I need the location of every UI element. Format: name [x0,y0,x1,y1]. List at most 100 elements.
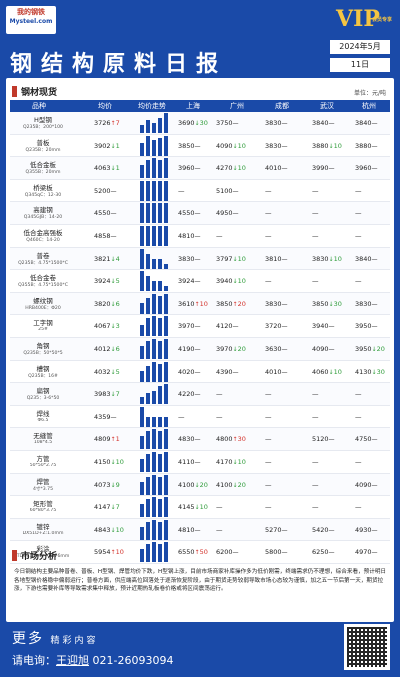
price-value: 5200 [94,186,111,195]
red-bar-icon [12,549,17,561]
arrow-down-icon: ↓ [110,504,116,512]
trend-bar [158,521,162,540]
dash-icon: — [194,436,201,444]
dash-icon: — [194,210,201,218]
price-chengdu: 3630— [265,345,288,353]
col-shanghai: 上海 [186,102,200,110]
price-value: 5270 [265,525,282,534]
qr-code-icon[interactable] [344,624,390,670]
price-guangzhou: 6200— [216,548,239,556]
dash-icon: — [194,142,201,150]
price-change: 6 [115,344,120,353]
trend-bar [164,225,168,246]
more-content[interactable]: 更多 精彩内容 [12,628,98,648]
product-name: 焊管 [36,477,50,486]
arrow-down-icon: ↓ [232,278,238,286]
trend-bar [140,142,144,156]
price-value: 3983 [94,390,111,399]
trend-sparkline [140,203,170,224]
arrow-down-icon: ↓ [232,458,238,466]
trend-bar [158,431,162,450]
contact-line: 请电询：王迎旭 021-26093094 [12,652,173,668]
trend-bar [152,391,156,405]
trend-bar [164,451,168,472]
table-row: 工字钢 25# 4067↓3 3970— 4120— 3720— 3940— 3950— [10,315,390,338]
price-change: 10 [237,457,246,466]
dash-icon: — [281,255,288,263]
price-shanghai: 3970— [178,322,201,330]
price-value: 4550 [94,209,111,218]
price-chengdu: 3830— [265,119,288,127]
header: 我的钢铁 Mysteel.com VIP 会员专享 钢结构原料日报 2024年5… [0,0,400,78]
page-title: 钢结构原料日报 [10,52,228,77]
trend-sparkline [140,180,170,201]
product-name: H型钢 [34,116,52,124]
trend-bar [140,125,144,133]
trend-bar [158,453,162,472]
price-chengdu: — [265,187,272,195]
arrow-down-icon: ↓ [328,255,334,263]
empty-dash: — [265,186,272,195]
price-hangzhou: 4930— [355,526,378,534]
empty-dash: — [178,186,185,195]
dash-icon: — [281,549,288,557]
table-row: 方管 50*50*2.75 4150↓10 4110— 4170↓10— — — [10,451,390,474]
price-guangzhou: 4100↓20 [216,481,246,489]
price-change: 10 [333,254,342,263]
price-value: 3830 [178,254,195,263]
trend-bar [146,276,150,292]
product-spec: Q460C：14-20 [26,237,60,243]
table-row: 螺纹钢 HRB400E：Φ20 3820↓6 3610↑10 3850↑20 3830— 3… [10,292,390,316]
section-title: 市场分析 [21,551,58,562]
product-name: 矩形管 [33,500,53,509]
product-name: 焊线 [36,409,50,418]
empty-dash: — [355,390,362,399]
price-chengdu: 5270— [265,526,288,534]
empty-dash: — [265,457,272,466]
arrow-down-icon: ↓ [371,345,377,353]
price-change: 6 [115,299,120,308]
price-value: 4145 [178,503,195,512]
price-value: 3950 [355,322,372,331]
price-guangzhou: — [216,503,223,511]
price-change: 10 [237,277,246,286]
product-name: 镀锌 [36,522,50,531]
dash-icon: — [371,436,378,444]
trend-bar [158,363,162,382]
arrow-down-icon: ↓ [194,120,200,127]
dash-icon: — [371,165,378,173]
price-wuhan: — [312,458,319,466]
product-name: 低合金板 [30,161,56,170]
trend-bar [164,293,168,314]
arrow-up-icon: ↑ [110,120,116,127]
price-value: 3990 [312,164,329,173]
price-value: 3840 [355,254,372,263]
price-avg: 4067↓3 [94,322,120,330]
empty-dash: — [312,480,319,489]
price-wuhan: 3850↓30 [312,300,342,308]
price-change: 20 [237,480,246,489]
trend-sparkline [140,293,170,314]
table-row: 低合金高强板 Q460C：14-20 4858— 4810— — — — — [10,225,390,248]
price-change: 10 [333,367,342,376]
trend-sparkline [140,225,170,246]
trend-bar [140,458,144,472]
contact-label: 请电询： [12,654,56,667]
trend-bar [164,361,168,382]
price-value: 3880 [312,141,329,150]
trend-bar [158,340,162,359]
product-name: 桥梁板 [33,183,53,192]
price-hangzhou: — [355,209,362,217]
empty-dash: — [312,390,319,399]
product-spec: Q235B：20mm [25,147,61,153]
section-title: 钢材现货 [21,87,58,98]
price-guangzhou: 4120— [216,322,239,330]
price-chengdu: — [265,481,272,489]
empty-dash: — [355,412,362,421]
trend-bar [152,338,156,359]
contact-phone[interactable]: 021-26093094 [92,654,174,667]
trend-bar [146,544,150,563]
arrow-down-icon: ↓ [110,458,116,466]
empty-dash: — [178,412,185,421]
trend-bar [152,519,156,540]
